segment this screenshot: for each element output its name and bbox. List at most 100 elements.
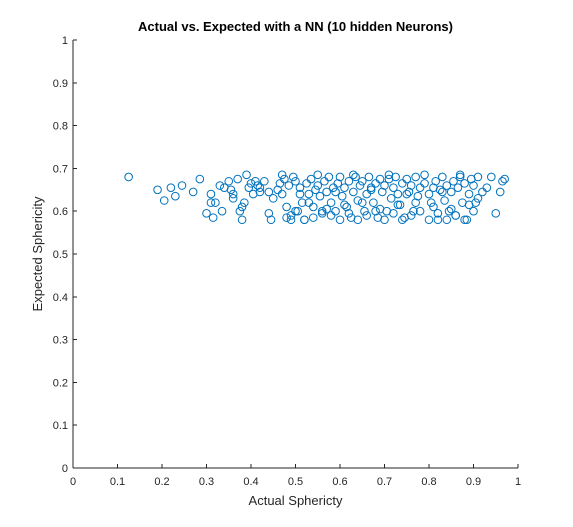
scatter-point <box>266 215 276 225</box>
scatter-point <box>300 215 309 225</box>
scatter-point <box>366 183 376 192</box>
scatter-point <box>286 211 296 220</box>
scatter-point <box>240 198 249 207</box>
scatter-point <box>280 174 289 184</box>
scatter-point <box>433 209 443 218</box>
x-axis-title: Actual Sphericty <box>249 493 343 508</box>
scatter-point <box>415 183 425 192</box>
axes: 0 0.1 0.2 0.3 0.4 0.5 0.6 0.7 0.8 0.9 1 0 0.1 0.2 0.3… <box>53 35 521 488</box>
scatter-point <box>426 198 436 207</box>
x-tick-label: 1 <box>515 476 521 488</box>
scatter-point <box>340 183 349 192</box>
scatter-point <box>453 183 463 192</box>
scatter-point <box>277 170 287 180</box>
y-tick-label: 0.9 <box>53 78 68 90</box>
scatter-point <box>235 206 245 216</box>
scatter-point <box>420 179 429 188</box>
scatter-point <box>195 174 205 184</box>
scatter-point <box>500 174 509 184</box>
scatter-point <box>237 202 247 212</box>
scatter-point <box>335 172 345 182</box>
scatter-point <box>293 206 303 216</box>
scatter-point <box>402 174 412 184</box>
scatter-point <box>211 198 220 207</box>
scatter-point <box>349 187 358 197</box>
x-tick-label: 0.7 <box>377 476 392 488</box>
scatter-point <box>398 215 407 225</box>
y-tick-label: 0.6 <box>53 206 68 218</box>
scatter-point <box>460 179 469 188</box>
scatter-point <box>386 194 396 203</box>
scatter-point <box>495 187 505 197</box>
y-tick-label: 0.3 <box>53 335 68 347</box>
y-tick-label: 0 <box>62 463 68 475</box>
scatter-point <box>260 176 269 186</box>
scatter-point <box>166 183 176 192</box>
scatter-point <box>424 215 434 225</box>
scatter-point <box>402 189 412 199</box>
data-points <box>124 170 509 225</box>
scatter-point <box>326 198 336 207</box>
scatter-point <box>304 198 314 207</box>
scatter-point <box>202 209 211 218</box>
scatter-point <box>431 176 440 186</box>
scatter-point <box>469 206 478 216</box>
scatter-point <box>322 204 331 214</box>
scatter-point <box>337 191 347 201</box>
scatter-point <box>435 185 445 195</box>
scatter-point <box>311 185 320 195</box>
scatter-point <box>455 170 465 180</box>
scatter-point <box>304 189 314 199</box>
scatter-point <box>306 174 316 184</box>
scatter-point <box>206 198 216 207</box>
x-tick-label: 0.8 <box>421 476 436 488</box>
scatter-point <box>206 189 216 199</box>
scatter-point <box>375 174 385 184</box>
scatter-point <box>420 170 429 180</box>
scatter-point <box>451 211 461 220</box>
scatter-point <box>446 204 456 214</box>
y-tick-label: 0.4 <box>53 292 68 304</box>
scatter-point <box>464 200 474 210</box>
scatter-point <box>398 179 407 188</box>
scatter-point <box>324 172 334 182</box>
scatter-point <box>438 172 447 182</box>
scatter-point <box>482 183 492 192</box>
scatter-point <box>442 181 452 190</box>
scatter-point <box>433 215 443 225</box>
scatter-point <box>351 172 360 182</box>
scatter-point <box>404 187 414 197</box>
x-tick-label: 0.6 <box>332 476 347 488</box>
scatter-point <box>473 194 483 203</box>
scatter-point <box>264 209 274 218</box>
scatter-point <box>233 174 242 184</box>
scatter-point <box>288 172 298 182</box>
scatter-point <box>478 187 487 197</box>
x-tick-label: 0 <box>70 476 76 488</box>
scatter-point <box>355 181 365 190</box>
scatter-point <box>317 206 327 216</box>
scatter-point <box>442 215 452 225</box>
scatter-point <box>255 187 265 197</box>
y-tick-label: 0.5 <box>53 249 68 261</box>
y-tick-label: 0.2 <box>53 377 68 389</box>
scatter-point <box>326 211 336 220</box>
scatter-point <box>242 170 251 180</box>
scatter-point <box>226 185 236 195</box>
scatter-point <box>309 202 318 212</box>
scatter-point <box>228 194 238 203</box>
x-tick-label: 0.3 <box>199 476 214 488</box>
scatter-point <box>253 181 262 190</box>
scatter-point <box>353 215 363 225</box>
scatter-point <box>251 176 260 186</box>
scatter-point <box>371 206 380 216</box>
scatter-point <box>335 215 345 225</box>
scatter-point <box>413 191 423 201</box>
scatter-point <box>344 209 354 218</box>
scatter-point <box>462 215 472 225</box>
scatter-point <box>188 187 198 197</box>
x-tick-label: 0.5 <box>288 476 303 488</box>
scatter-point <box>424 189 434 199</box>
scatter-point <box>411 172 420 182</box>
